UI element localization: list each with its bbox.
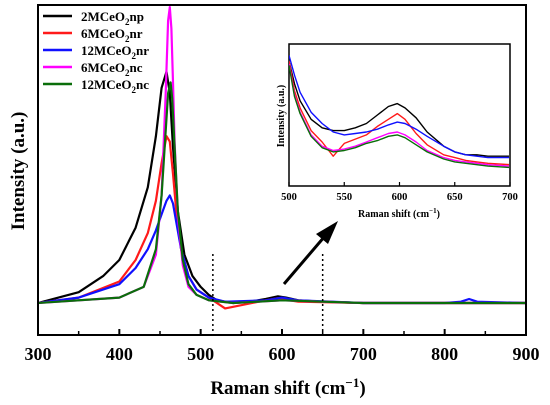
- legend-label-sub: 2: [125, 68, 130, 78]
- legend-label-suffix: nr: [136, 43, 149, 58]
- inset-x-axis-label-close: ): [437, 209, 440, 220]
- legend-label-4: 6MCeO2nc: [81, 60, 143, 78]
- inset-x-tick-label: 650: [447, 192, 463, 203]
- x-tick-label: 700: [350, 344, 377, 364]
- legend-label-base: 6MCeO: [81, 60, 125, 75]
- inset-series-line-2: [289, 60, 509, 166]
- legend-label-5: 12MCeO2nc: [81, 77, 149, 95]
- inset-x-axis-label-base: Raman shift (cm: [358, 209, 430, 220]
- legend-label-base: 12MCeO: [81, 77, 132, 92]
- inset-x-axis-label-sup: −1: [429, 207, 437, 215]
- x-tick-label: 800: [431, 344, 458, 364]
- x-axis-label-sup: −1: [345, 375, 359, 390]
- series-line-3: [39, 194, 525, 305]
- legend-label-base: 2MCeO: [81, 9, 125, 24]
- legend-label-sub: 2: [125, 34, 130, 44]
- legend-label-3: 12MCeO2nr: [81, 43, 149, 61]
- legend-label-2: 6MCeO2nr: [81, 26, 143, 44]
- inset-x-tick-label: 600: [392, 192, 408, 203]
- inset-series-line-4: [289, 63, 509, 167]
- x-tick-label: 400: [106, 344, 133, 364]
- legend-label-base: 12MCeO: [81, 43, 132, 58]
- x-tick-label: 600: [269, 344, 296, 364]
- legend-label-suffix: np: [130, 9, 144, 24]
- legend-label-1: 2MCeO2np: [81, 9, 144, 27]
- legend: 2MCeO2np6MCeO2nr12MCeO2nr6MCeO2nc12MCeO2…: [43, 9, 149, 95]
- x-axis-label: Raman shift (cm−1): [210, 375, 365, 399]
- x-axis-label-close: ): [359, 378, 365, 399]
- legend-label-suffix: nc: [136, 77, 149, 92]
- series-line-5: [39, 81, 525, 305]
- x-tick-label: 900: [513, 344, 540, 364]
- legend-label-sub: 2: [125, 17, 130, 27]
- inset-x-tick-label: 550: [336, 192, 352, 203]
- inset-x-axis-label: Raman shift (cm−1): [358, 207, 440, 220]
- y-axis-label: Intensity (a.u.): [8, 112, 29, 231]
- x-tick-label: 500: [187, 344, 214, 364]
- inset-y-axis-label: Intensity (a.u.): [276, 85, 287, 148]
- zoom-arrow: [282, 221, 338, 285]
- legend-label-base: 6MCeO: [81, 26, 125, 41]
- x-axis-label-base: Raman shift (cm: [210, 378, 345, 399]
- inset-x-tick-label: 500: [281, 192, 297, 203]
- inset-series-line-3: [289, 55, 509, 159]
- legend-label-sub: 2: [132, 51, 137, 61]
- inset-x-tick-label: 700: [502, 192, 518, 203]
- legend-label-suffix: nr: [130, 26, 143, 41]
- legend-label-suffix: nc: [130, 60, 143, 75]
- legend-label-sub: 2: [132, 85, 137, 95]
- x-tick-label: 300: [25, 344, 52, 364]
- inset-series-line-5: [289, 65, 509, 169]
